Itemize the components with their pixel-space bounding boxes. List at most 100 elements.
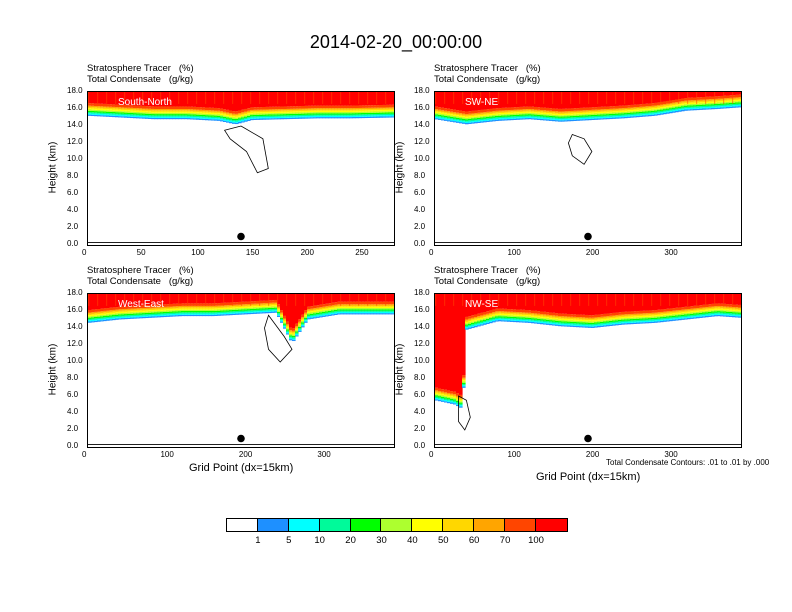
tracer-cell bbox=[498, 294, 502, 309]
tracer-cell bbox=[166, 109, 170, 111]
tracer-cell bbox=[109, 317, 113, 320]
tracer-cell bbox=[124, 315, 128, 317]
tracer-cell bbox=[235, 305, 239, 308]
tracer-cell bbox=[492, 112, 496, 114]
tracer-cell bbox=[726, 100, 730, 102]
tracer-cell bbox=[588, 115, 592, 117]
tracer-cell bbox=[687, 312, 691, 315]
tracer-cell bbox=[660, 105, 664, 108]
tracer-cell bbox=[259, 304, 263, 306]
tracer-cell bbox=[121, 309, 125, 311]
tracer-cell bbox=[304, 313, 308, 316]
tracer-cell bbox=[678, 313, 682, 316]
tracer-cell bbox=[462, 375, 466, 378]
tracer-cell bbox=[298, 324, 302, 326]
tracer-cell bbox=[202, 109, 206, 112]
tracer-cell bbox=[184, 114, 188, 116]
tracer-cell bbox=[648, 321, 652, 324]
x-tick-label: 300 bbox=[664, 248, 678, 257]
tracer-cell bbox=[672, 317, 676, 319]
tracer-cell bbox=[462, 92, 466, 112]
tracer-cell bbox=[585, 322, 589, 324]
heatmap-plot bbox=[88, 294, 394, 445]
tracer-cell bbox=[738, 304, 741, 308]
tracer-cell bbox=[139, 112, 143, 114]
tracer-cell bbox=[507, 315, 511, 317]
tracer-cell bbox=[169, 306, 173, 308]
tracer-cell bbox=[708, 315, 712, 317]
tracer-cell bbox=[594, 321, 598, 323]
tracer-cell bbox=[343, 111, 347, 114]
tracer-cell bbox=[280, 115, 284, 117]
tracer-cell bbox=[531, 111, 535, 114]
tracer-cell bbox=[220, 108, 224, 112]
tracer-cell bbox=[196, 309, 200, 311]
tracer-cell bbox=[660, 104, 664, 106]
tracer-cell bbox=[268, 109, 272, 111]
tracer-cell bbox=[358, 309, 362, 311]
tracer-cell bbox=[441, 92, 445, 108]
tracer-cell bbox=[663, 312, 667, 315]
tracer-cell bbox=[295, 116, 299, 118]
tracer-cell bbox=[531, 115, 535, 117]
tracer-cell bbox=[187, 312, 191, 314]
tracer-cell bbox=[642, 107, 646, 110]
tracer-cell bbox=[214, 294, 218, 304]
x-tick-label: 200 bbox=[238, 450, 253, 459]
tracer-cell bbox=[346, 114, 350, 116]
tracer-cell bbox=[690, 104, 694, 106]
tracer-cell bbox=[582, 111, 586, 113]
cross-section-panel: SW-NE bbox=[434, 91, 742, 246]
tracer-cell bbox=[163, 310, 167, 312]
tracer-cell bbox=[669, 313, 673, 315]
tracer-cell bbox=[732, 95, 736, 98]
tracer-cell bbox=[576, 117, 580, 119]
tracer-streak bbox=[633, 92, 635, 104]
y-tick-label: 18.0 bbox=[414, 86, 430, 95]
tracer-cell bbox=[244, 111, 248, 113]
tracer-cell bbox=[148, 111, 152, 113]
tracer-cell bbox=[474, 319, 478, 321]
tracer-cell bbox=[633, 92, 637, 105]
tracer-cell bbox=[325, 111, 329, 114]
tracer-cell bbox=[322, 304, 326, 307]
tracer-cell bbox=[358, 304, 362, 306]
tracer-cell bbox=[322, 308, 326, 310]
tracer-cell bbox=[148, 108, 152, 111]
tracer-cell bbox=[358, 311, 362, 314]
tracer-cell bbox=[558, 323, 562, 325]
tracer-cell bbox=[373, 112, 377, 115]
tracer-cell bbox=[349, 108, 353, 110]
tracer-cell bbox=[100, 312, 104, 314]
tracer-cell bbox=[708, 99, 712, 101]
tracer-cell bbox=[678, 99, 682, 102]
tracer-cell bbox=[199, 312, 203, 314]
tracer-cell bbox=[319, 316, 323, 318]
tracer-cell bbox=[130, 116, 134, 119]
tracer-cell bbox=[642, 318, 646, 320]
tracer-cell bbox=[696, 294, 700, 306]
tracer-cell bbox=[708, 104, 712, 106]
tracer-cell bbox=[636, 92, 640, 105]
tracer-cell bbox=[726, 310, 730, 312]
tracer-cell bbox=[181, 115, 185, 117]
tracer-cell bbox=[516, 294, 520, 310]
tracer-cell bbox=[124, 316, 128, 318]
tracer-cell bbox=[528, 320, 532, 322]
tracer-cell bbox=[91, 108, 95, 110]
tracer-cell bbox=[307, 113, 311, 115]
tracer-cell bbox=[349, 114, 353, 116]
tracer-cell bbox=[477, 325, 481, 327]
tracer-cell bbox=[259, 118, 263, 120]
tracer-cell bbox=[367, 313, 371, 315]
tracer-cell bbox=[259, 116, 263, 118]
tracer-streak bbox=[606, 92, 608, 104]
tracer-cell bbox=[735, 314, 739, 317]
tracer-cell bbox=[127, 310, 131, 312]
tracer-cell bbox=[124, 108, 128, 111]
tracer-cell bbox=[241, 92, 245, 110]
tracer-cell bbox=[612, 318, 616, 320]
tracer-cell bbox=[94, 103, 98, 106]
tracer-cell bbox=[588, 117, 592, 119]
tracer-cell bbox=[331, 305, 335, 307]
